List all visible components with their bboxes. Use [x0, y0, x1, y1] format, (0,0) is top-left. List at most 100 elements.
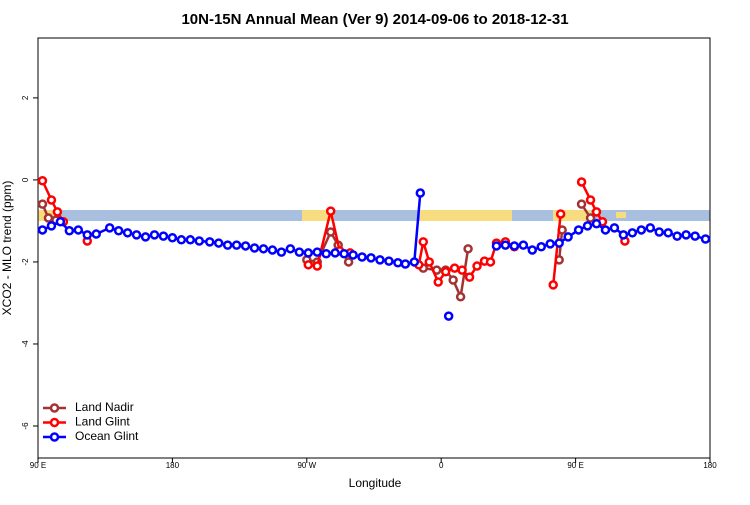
point	[440, 267, 451, 277]
point	[122, 228, 133, 238]
y-tick-label: 0	[21, 177, 30, 182]
point	[433, 277, 443, 287]
point	[424, 257, 435, 267]
point	[52, 207, 63, 217]
point	[690, 231, 700, 241]
point	[449, 263, 460, 273]
point	[91, 229, 101, 239]
map-strip	[38, 210, 710, 221]
point	[240, 241, 251, 251]
y-axis-label: XCO2 - MLO trend (ppm)	[0, 181, 14, 316]
point	[618, 230, 629, 240]
x-tick-label: 0	[439, 461, 444, 470]
y-tick-label: -4	[21, 340, 30, 348]
point	[472, 261, 482, 271]
point	[37, 199, 48, 209]
point	[600, 225, 611, 235]
point	[46, 221, 57, 231]
point	[591, 219, 602, 229]
point	[557, 225, 567, 235]
point	[700, 234, 711, 244]
point	[415, 188, 426, 198]
point	[536, 242, 547, 252]
point	[400, 259, 411, 269]
x-tick-label: 90 E	[567, 461, 583, 470]
point	[585, 195, 596, 205]
point	[393, 258, 403, 268]
point	[222, 240, 233, 250]
plot-frame	[37, 37, 711, 459]
point	[330, 248, 340, 258]
point	[176, 235, 187, 245]
point	[37, 225, 48, 235]
point	[418, 237, 429, 247]
chart-title: 10N-15N Annual Mean (Ver 9) 2014-09-06 t…	[181, 11, 568, 28]
point	[231, 240, 242, 250]
point	[113, 226, 124, 236]
point	[267, 245, 278, 255]
point	[194, 236, 205, 246]
point	[582, 221, 593, 231]
y-tick-label: -2	[21, 258, 30, 266]
point	[654, 227, 664, 237]
point	[37, 175, 48, 186]
x-tick-label: 90 W	[297, 461, 316, 470]
point	[554, 238, 564, 248]
legend-marker	[49, 403, 60, 413]
point	[303, 260, 314, 270]
point	[104, 223, 115, 233]
point	[258, 244, 269, 254]
legend-marker	[49, 417, 60, 428]
point	[585, 213, 596, 223]
point	[303, 248, 314, 258]
point	[448, 275, 458, 285]
legend-label: Land Nadir	[75, 400, 134, 414]
y-tick-label: 2	[21, 95, 30, 100]
point	[384, 256, 394, 266]
x-axis-label: Longitude	[349, 476, 402, 490]
legend-label: Land Glint	[75, 415, 130, 429]
point	[672, 231, 682, 241]
point	[312, 247, 323, 257]
point	[158, 231, 169, 241]
point	[213, 238, 224, 248]
y-tick-label: -6	[21, 422, 30, 430]
point	[527, 245, 538, 255]
point	[409, 257, 420, 267]
point	[563, 232, 573, 242]
point	[73, 225, 84, 235]
point	[464, 272, 475, 282]
point	[185, 235, 196, 245]
point	[576, 177, 587, 187]
point	[500, 240, 511, 250]
x-tick-label: 90 E	[30, 461, 46, 470]
point	[627, 228, 638, 238]
x-tick-label: 180	[703, 461, 717, 470]
point	[343, 257, 354, 267]
x-tick-label: 180	[166, 461, 180, 470]
point	[325, 227, 336, 237]
point	[375, 255, 385, 265]
point	[82, 230, 93, 240]
point	[457, 265, 467, 275]
point	[591, 207, 602, 217]
point	[321, 248, 331, 259]
point	[276, 247, 287, 257]
point	[548, 280, 558, 290]
point	[663, 228, 673, 238]
point	[509, 241, 520, 251]
point	[681, 230, 691, 240]
point	[46, 195, 57, 205]
point	[149, 230, 160, 240]
point	[645, 223, 656, 233]
point	[636, 225, 647, 235]
point	[294, 247, 305, 257]
point	[55, 217, 66, 227]
point	[357, 252, 367, 262]
point	[325, 206, 336, 216]
point	[64, 226, 75, 236]
point	[285, 244, 296, 254]
point	[455, 292, 466, 302]
point	[339, 248, 349, 259]
